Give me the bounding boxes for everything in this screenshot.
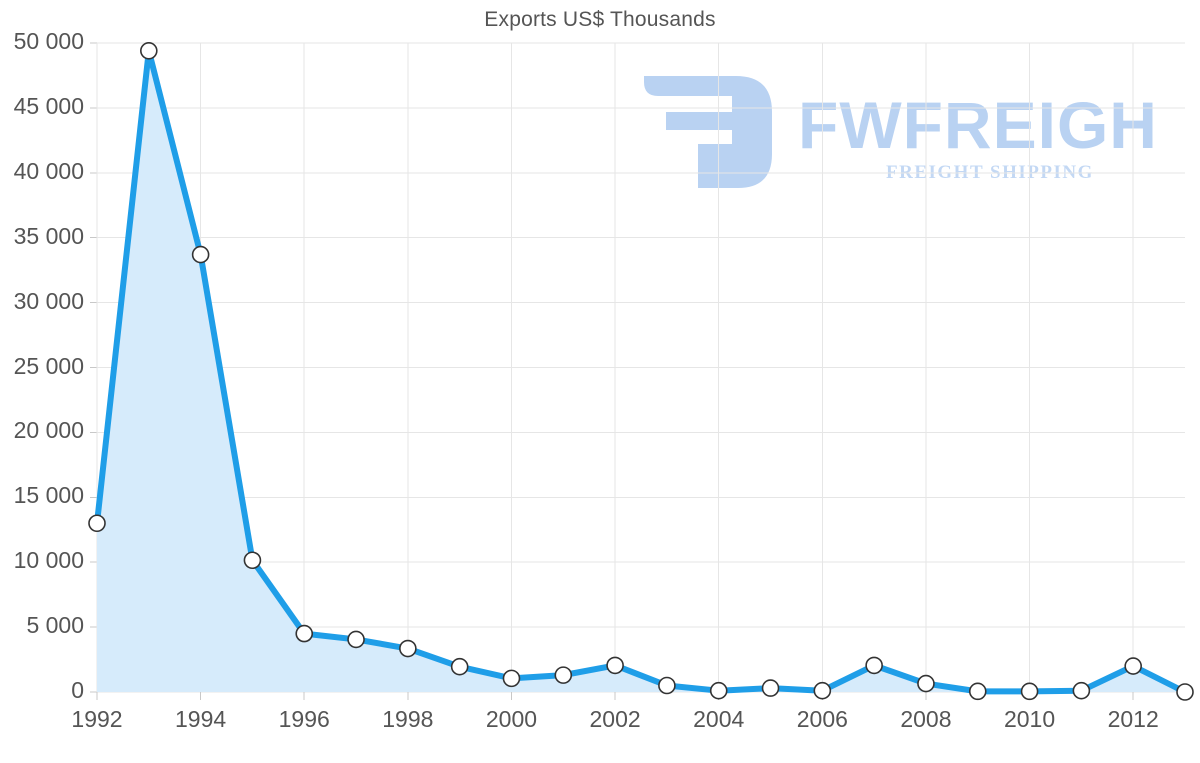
x-axis-tick-label: 1994 bbox=[175, 706, 227, 732]
data-point-marker[interactable] bbox=[140, 41, 158, 60]
data-point-marker[interactable] bbox=[709, 681, 728, 700]
y-axis-tick-label: 50 000 bbox=[13, 28, 84, 54]
data-point-marker[interactable] bbox=[450, 657, 469, 676]
y-axis-tick-label: 35 000 bbox=[13, 222, 84, 249]
data-point-marker[interactable] bbox=[917, 674, 935, 693]
data-point-marker[interactable] bbox=[347, 630, 365, 649]
gridlines bbox=[90, 42, 1185, 700]
data-point-marker[interactable] bbox=[968, 682, 987, 701]
x-axis-tick-label: 2010 bbox=[1003, 706, 1056, 732]
y-axis-tick-label: 5 000 bbox=[26, 612, 84, 639]
y-axis-tick-label: 10 000 bbox=[13, 547, 84, 574]
x-axis-tick-label: 2006 bbox=[796, 706, 848, 732]
y-axis-tick-label: 25 000 bbox=[13, 352, 84, 379]
data-point-marker[interactable] bbox=[399, 639, 417, 658]
x-axis-tick-label: 1992 bbox=[71, 706, 123, 732]
x-axis-tick-label: 2004 bbox=[693, 706, 745, 732]
data-point-marker[interactable] bbox=[243, 551, 262, 570]
data-point-marker[interactable] bbox=[191, 245, 210, 264]
x-axis-tick-label: 2000 bbox=[485, 706, 538, 732]
y-axis-tick-label: 40 000 bbox=[13, 157, 84, 184]
y-axis-tick-label: 0 bbox=[71, 677, 84, 703]
data-point-marker[interactable] bbox=[1020, 682, 1039, 701]
data-point-marker[interactable] bbox=[813, 681, 832, 700]
data-point-marker[interactable] bbox=[606, 656, 624, 675]
data-point-marker[interactable] bbox=[865, 656, 883, 675]
data-point-marker[interactable] bbox=[554, 666, 573, 684]
y-axis-tick-label: 15 000 bbox=[13, 482, 84, 509]
data-point-marker[interactable] bbox=[1124, 657, 1142, 675]
series-line-exports bbox=[94, 47, 1188, 695]
data-point-marker[interactable] bbox=[1072, 681, 1091, 700]
data-point-marker[interactable] bbox=[88, 514, 106, 533]
y-axis-tick-label: 45 000 bbox=[13, 92, 84, 119]
data-point-marker[interactable] bbox=[502, 669, 521, 688]
chart-title: Exports US$ Thousands bbox=[484, 8, 716, 31]
x-axis-tick-label: 2012 bbox=[1107, 706, 1159, 732]
y-axis-tick-label: 30 000 bbox=[13, 287, 84, 314]
data-point-marker[interactable] bbox=[1176, 683, 1194, 701]
x-axis-tick-label: 2008 bbox=[900, 706, 952, 732]
x-axis-tick-label: 1996 bbox=[278, 706, 330, 732]
x-axis-tick-label: 1998 bbox=[382, 706, 434, 732]
data-point-marker[interactable] bbox=[658, 676, 676, 695]
y-axis-tick-label: 20 000 bbox=[13, 417, 84, 444]
series-area-exports bbox=[97, 50, 1185, 693]
x-axis-tick-label: 2002 bbox=[589, 706, 641, 732]
data-point-marker[interactable] bbox=[761, 679, 780, 697]
series-markers-exports bbox=[88, 41, 1194, 701]
data-point-marker[interactable] bbox=[295, 624, 314, 643]
